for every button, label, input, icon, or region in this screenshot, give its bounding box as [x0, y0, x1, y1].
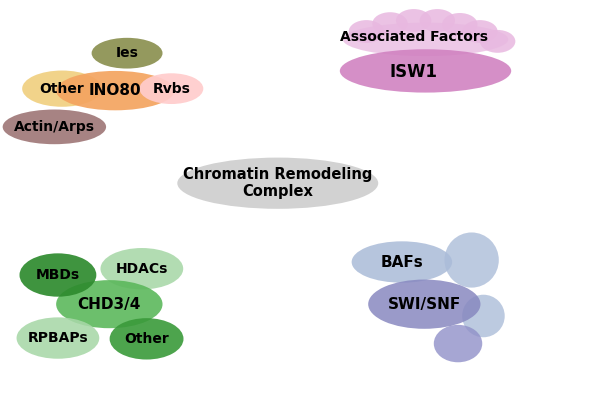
Ellipse shape [372, 12, 408, 35]
Ellipse shape [420, 9, 455, 32]
Ellipse shape [343, 22, 508, 56]
Text: BAFs: BAFs [381, 255, 423, 269]
Text: HDACs: HDACs [116, 262, 168, 276]
Ellipse shape [462, 20, 498, 43]
Ellipse shape [352, 241, 452, 283]
Ellipse shape [139, 73, 203, 104]
Ellipse shape [100, 248, 183, 289]
Text: MBDs: MBDs [36, 268, 80, 282]
Ellipse shape [3, 110, 106, 144]
Text: Other: Other [40, 82, 85, 96]
Ellipse shape [56, 280, 163, 328]
Ellipse shape [22, 71, 102, 107]
Text: ISW1: ISW1 [389, 63, 438, 81]
Text: Other: Other [124, 332, 169, 346]
Text: Associated Factors: Associated Factors [340, 30, 488, 45]
Ellipse shape [442, 13, 478, 36]
Text: CHD3/4: CHD3/4 [77, 297, 141, 312]
Ellipse shape [56, 71, 174, 110]
Text: Chromatin Remodeling
Complex: Chromatin Remodeling Complex [183, 167, 372, 199]
Ellipse shape [20, 253, 96, 297]
Ellipse shape [368, 280, 480, 329]
Ellipse shape [462, 295, 505, 337]
Text: Rvbs: Rvbs [152, 82, 190, 96]
Ellipse shape [396, 9, 431, 32]
Ellipse shape [110, 318, 183, 359]
Ellipse shape [444, 232, 499, 288]
Text: RPBAPs: RPBAPs [28, 331, 88, 345]
Text: INO80: INO80 [89, 83, 142, 98]
Text: Actin/Arps: Actin/Arps [14, 120, 95, 134]
Ellipse shape [349, 20, 384, 43]
Ellipse shape [92, 38, 163, 69]
Ellipse shape [177, 158, 378, 209]
Ellipse shape [340, 49, 511, 93]
Ellipse shape [434, 325, 482, 362]
Ellipse shape [17, 318, 99, 359]
Text: Ies: Ies [116, 46, 138, 60]
Ellipse shape [480, 30, 515, 53]
Text: SWI/SNF: SWI/SNF [388, 297, 461, 312]
